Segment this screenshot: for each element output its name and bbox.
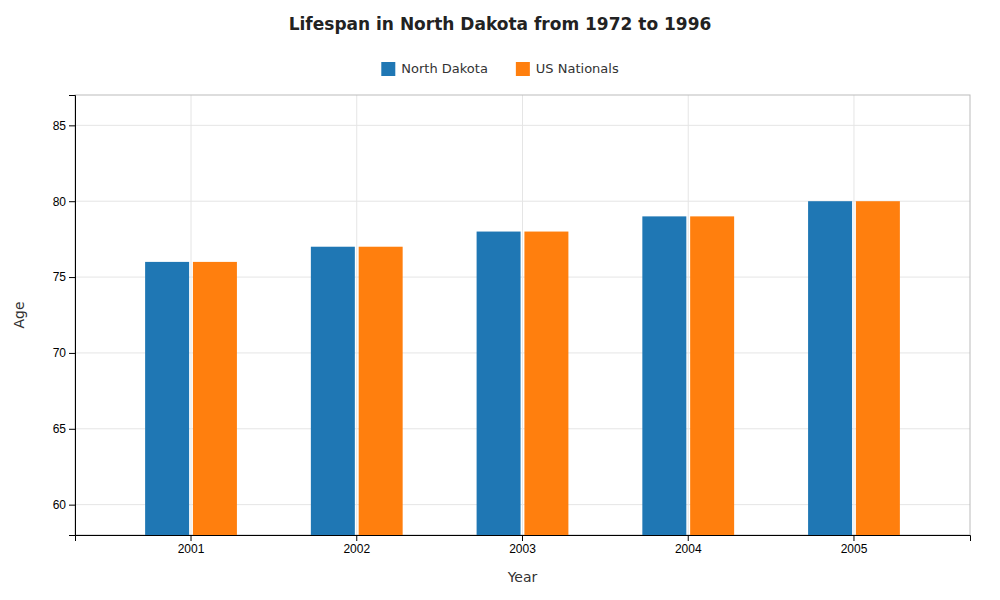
bar <box>145 262 189 535</box>
bar <box>808 201 852 535</box>
tick-mark <box>69 277 75 278</box>
tick: 2003 <box>509 535 536 556</box>
tick-label: 2004 <box>675 542 702 556</box>
tick-label: 70 <box>53 346 67 360</box>
bar <box>856 201 900 535</box>
y-axis: 60 65 70 75 80 85 <box>53 96 76 536</box>
grid-line <box>522 95 523 535</box>
legend-swatch <box>516 62 530 76</box>
y-axis-title: Age <box>11 301 27 328</box>
legend-item: North Dakota <box>381 61 488 76</box>
tick: 2005 <box>841 535 868 556</box>
legend-item: US Nationals <box>516 61 619 76</box>
legend-label: North Dakota <box>401 61 488 76</box>
tick: 2001 <box>178 535 205 556</box>
tick: 2004 <box>675 535 702 556</box>
axis-line <box>69 96 76 536</box>
chart: 60 65 70 75 80 85 2001 2002 2003 2004 2005 Year Age L… <box>0 0 1000 600</box>
tick-label: 2002 <box>343 542 370 556</box>
tick-mark <box>853 535 854 541</box>
axis-line <box>76 536 971 542</box>
tick: 85 <box>53 119 75 133</box>
legend-label: US Nationals <box>536 61 619 76</box>
plot: 60 65 70 75 80 85 2001 2002 2003 2004 2005 <box>53 95 971 556</box>
bars <box>145 201 900 535</box>
tick-mark <box>69 353 75 354</box>
legend-swatch <box>381 62 395 76</box>
bar-series <box>145 201 852 535</box>
tick-mark <box>356 535 357 541</box>
tick-label: 2003 <box>509 542 536 556</box>
tick-mark <box>69 201 75 202</box>
grid-line <box>688 95 689 535</box>
x-axis-title: Year <box>507 569 538 585</box>
tick-label: 75 <box>53 270 67 284</box>
bar <box>193 262 237 535</box>
bar <box>477 232 521 535</box>
tick: 75 <box>53 270 75 284</box>
tick-label: 65 <box>53 422 67 436</box>
tick-mark <box>522 535 523 541</box>
legend: North Dakota US Nationals <box>381 61 619 76</box>
plot-frame <box>75 95 970 535</box>
bar <box>311 247 355 535</box>
tick-label: 80 <box>53 195 67 209</box>
tick-mark <box>191 535 192 541</box>
tick: 2002 <box>343 535 370 556</box>
tick-label: 85 <box>53 119 67 133</box>
tick-label: 2001 <box>178 542 205 556</box>
x-axis: 2001 2002 2003 2004 2005 <box>76 535 971 556</box>
tick-mark <box>69 505 75 506</box>
tick-label: 2005 <box>841 542 868 556</box>
grid <box>75 95 970 535</box>
title: Lifespan in North Dakota from 1972 to 19… <box>289 14 712 34</box>
grid-line <box>853 95 854 535</box>
tick-mark <box>69 125 75 126</box>
tick: 80 <box>53 195 75 209</box>
grid-line <box>191 95 192 535</box>
bar <box>642 216 686 535</box>
tick: 65 <box>53 422 75 436</box>
bar-series <box>193 201 900 535</box>
tick-mark <box>688 535 689 541</box>
bar <box>359 247 403 535</box>
tick: 60 <box>53 498 75 512</box>
tick-label: 60 <box>53 498 67 512</box>
tick: 70 <box>53 346 75 360</box>
bar <box>524 232 568 535</box>
grid-line <box>356 95 357 535</box>
tick-mark <box>69 429 75 430</box>
bar <box>690 216 734 535</box>
